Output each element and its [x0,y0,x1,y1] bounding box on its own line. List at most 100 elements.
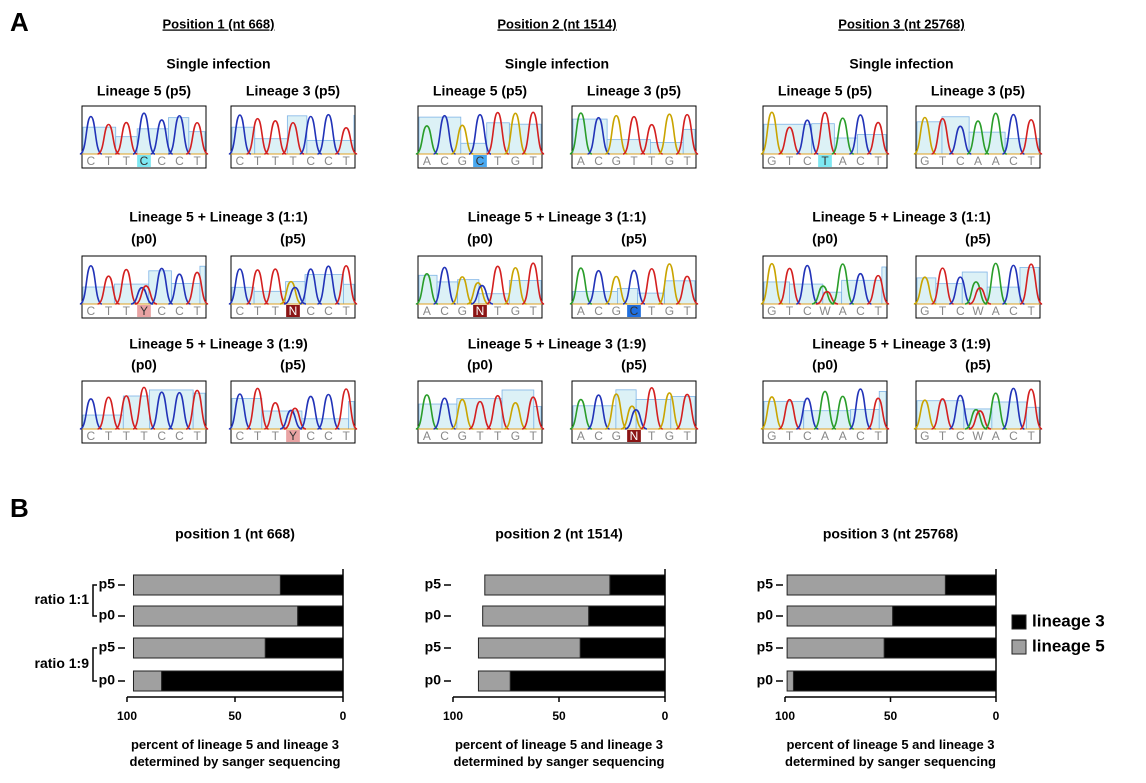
trace-label: (p5) [621,357,647,373]
y-tick-label: p0 [425,672,442,688]
group-bracket [93,585,97,616]
bar-segment [787,606,893,626]
x-axis-label: percent of lineage 5 and lineage 3 deter… [105,736,365,770]
trace-label: Lineage 5 (p5) [433,83,527,99]
chromatogram: ACGCTGT [570,256,698,318]
row-title: Single infection [849,56,953,72]
bar-segment [265,638,343,658]
legend-label: lineage 3 [1032,611,1105,630]
trace-label: (p0) [131,231,157,247]
bar-segment [298,606,343,626]
quality-bar [804,411,851,429]
row-title: Lineage 5 + Lineage 3 (1:1) [468,209,647,225]
bar-segment [589,606,665,626]
trace-label: Lineage 3 (p5) [931,83,1025,99]
y-tick-label: p5 [757,639,774,655]
chart-title: position 3 (nt 25768) [823,526,958,542]
bar-segment [280,575,343,595]
panel-label: A [10,7,29,37]
trace-label: (p5) [280,357,306,373]
y-tick-label: p0 [757,607,774,623]
chromatogram: ACGNTGT [416,256,544,318]
trace-label: (p0) [467,357,493,373]
y-tick-label: p5 [99,576,116,592]
y-tick-label: p0 [99,672,116,688]
x-tick-label: 0 [993,709,1000,723]
bar-segment [478,671,510,691]
bar-segment [793,671,996,691]
group-bracket [93,648,97,681]
chromatogram: CTTCCCT [80,106,208,168]
bar-segment [610,575,665,595]
x-tick-label: 100 [775,709,795,723]
x-tick-label: 100 [443,709,463,723]
trace-label: Lineage 3 (p5) [246,83,340,99]
chromatogram: CTTTCCT [80,381,208,443]
x-axis-label-box: percent of lineage 5 and lineage 3 deter… [761,736,1021,776]
group-label: ratio 1:1 [35,591,90,607]
bar-segment [483,606,589,626]
chart-title: position 1 (nt 668) [175,526,295,542]
trace-label: Lineage 3 (p5) [587,83,681,99]
quality-bar [302,419,349,429]
x-axis-label: percent of lineage 5 and lineage 3 deter… [429,736,689,770]
y-tick-label: p5 [425,639,442,655]
bar-segment [787,671,793,691]
bar-segment [133,671,161,691]
row-title: Single infection [505,56,609,72]
y-tick-label: p5 [757,576,774,592]
chart-title: position 2 (nt 1514) [495,526,623,542]
trace-label: (p0) [812,231,838,247]
row-title: Single infection [166,56,270,72]
bar-segment [945,575,996,595]
trace-label: (p5) [621,231,647,247]
chromatogram: CTTNCCT [229,256,357,318]
y-tick-label: p5 [425,576,442,592]
y-tick-label: p0 [99,607,116,623]
chromatogram: GTCTACT [761,106,889,168]
group-label: ratio 1:9 [35,655,90,671]
trace-label: Lineage 5 (p5) [778,83,872,99]
panel-label: B [10,493,29,523]
trace-label: (p5) [965,357,991,373]
trace-label: (p0) [131,357,157,373]
position-heading: Position 1 (nt 668) [163,16,275,31]
x-tick-label: 50 [552,709,566,723]
y-tick-label: p0 [757,672,774,688]
row-title: Lineage 5 + Lineage 3 (1:1) [812,209,991,225]
trace-label: (p5) [965,231,991,247]
bar-segment [893,606,996,626]
bar-segment [787,575,945,595]
chromatogram: GTCAACT [914,106,1042,168]
bar-segment [510,671,665,691]
y-tick-label: p0 [425,607,442,623]
bar-segment [162,671,343,691]
x-tick-label: 100 [117,709,137,723]
y-tick-label: p5 [99,639,116,655]
quality-bar [307,140,354,154]
x-tick-label: 50 [228,709,242,723]
quality-bar [193,393,205,429]
bar-segment [478,638,580,658]
position-heading: Position 3 (nt 25768) [838,16,964,31]
chromatogram: ACGCTGT [416,106,544,168]
bar-segment [133,606,297,626]
chromatogram: CTTYCCT [229,381,357,443]
row-title: Lineage 5 + Lineage 3 (1:9) [129,336,308,352]
chromatogram: GTCWACT [914,381,1042,443]
quality-bar [942,117,969,154]
x-tick-label: 0 [662,709,669,723]
quality-bar [137,129,168,154]
x-axis-label-box: percent of lineage 5 and lineage 3 deter… [105,736,365,776]
trace-label: (p0) [812,357,838,373]
bar-segment [485,575,610,595]
row-title: Lineage 5 + Lineage 3 (1:9) [468,336,647,352]
bar-segment [884,638,996,658]
row-title: Lineage 5 + Lineage 3 (1:1) [129,209,308,225]
trace-label: Lineage 5 (p5) [97,83,191,99]
row-title: Lineage 5 + Lineage 3 (1:9) [812,336,991,352]
